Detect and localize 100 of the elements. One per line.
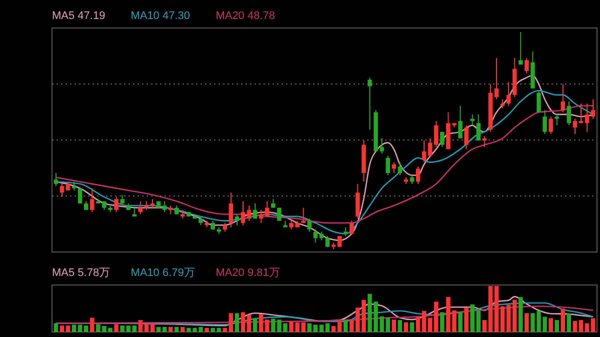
- candlestick: [572, 118, 578, 134]
- bar: [386, 318, 390, 332]
- bar: [482, 320, 487, 332]
- bar: [60, 326, 64, 332]
- candlestick: [440, 131, 444, 148]
- bar: [234, 313, 240, 332]
- candlestick: [566, 100, 572, 126]
- bar: [150, 324, 155, 332]
- text: MA10 6.79万: [130, 267, 195, 279]
- bar: [240, 312, 246, 332]
- bar: [84, 326, 88, 332]
- bar: [578, 320, 584, 332]
- candlestick: [120, 194, 124, 206]
- bar: [138, 320, 143, 332]
- bar: [180, 326, 185, 332]
- candlestick: [476, 114, 481, 141]
- candlestick: [54, 172, 58, 187]
- candlestick: [60, 183, 64, 198]
- text: MA5 47.19: [52, 10, 106, 22]
- candlestick: [246, 205, 252, 222]
- bar: [488, 286, 493, 332]
- bar: [72, 324, 76, 332]
- text: MA20 48.78: [216, 10, 276, 22]
- candlestick: [506, 81, 511, 106]
- candlestick: [234, 214, 240, 226]
- candlestick: [434, 120, 438, 148]
- candlestick: [518, 32, 523, 66]
- bar: [506, 304, 511, 332]
- candlestick: [464, 124, 468, 150]
- bar: [162, 326, 167, 332]
- candlestick: [494, 58, 499, 100]
- bar: [458, 312, 462, 332]
- bar: [470, 304, 474, 332]
- bar: [132, 326, 136, 332]
- candlestick: [313, 228, 318, 243]
- bar: [325, 323, 330, 332]
- candlestick: [368, 77, 372, 130]
- bar: [476, 310, 481, 332]
- bar: [566, 314, 572, 332]
- candlestick: [416, 166, 420, 184]
- bar: [572, 320, 578, 332]
- candlestick: [428, 138, 432, 156]
- candlestick: [422, 140, 426, 163]
- bar: [404, 322, 408, 332]
- bar: [174, 326, 179, 332]
- bar: [90, 318, 94, 332]
- candlestick: [590, 98, 596, 120]
- candlestick: [356, 183, 360, 220]
- bar: [114, 324, 118, 332]
- candlestick: [114, 196, 118, 213]
- bar: [512, 300, 517, 332]
- candlestick: [560, 84, 566, 113]
- text: MA20 9.81万: [216, 267, 280, 279]
- candlestick: [548, 116, 553, 134]
- candlestick: [536, 90, 541, 113]
- bar: [216, 328, 221, 332]
- bar: [548, 318, 553, 332]
- bar: [246, 314, 252, 332]
- bar: [156, 326, 161, 332]
- candlestick: [386, 155, 390, 176]
- bar: [204, 328, 209, 332]
- bar: [428, 318, 432, 332]
- candlestick: [252, 202, 258, 220]
- candlestick: [524, 58, 529, 74]
- bar: [222, 328, 228, 332]
- candlestick: [307, 218, 312, 232]
- bar: [464, 308, 468, 332]
- bar: [331, 326, 336, 332]
- bar: [228, 313, 234, 332]
- bar: [265, 320, 270, 332]
- candlestick: [162, 200, 167, 213]
- bar: [66, 326, 70, 332]
- bar: [410, 322, 414, 332]
- bar: [560, 308, 566, 332]
- bar: [301, 322, 306, 332]
- bar: [500, 306, 505, 332]
- bar: [54, 323, 58, 332]
- candlestick: [228, 192, 234, 228]
- bar: [313, 324, 318, 332]
- bar: [307, 323, 312, 332]
- bar: [78, 324, 82, 332]
- bar: [440, 312, 444, 332]
- candlestick: [584, 103, 590, 132]
- candlestick: [398, 162, 402, 176]
- text: MA10 47.30: [130, 10, 190, 22]
- bar: [416, 316, 420, 332]
- bar: [168, 326, 173, 332]
- bar: [392, 320, 396, 332]
- candlestick: [277, 207, 282, 222]
- bar: [398, 320, 402, 332]
- candlestick: [350, 220, 354, 234]
- candlestick: [554, 114, 559, 126]
- candlestick: [265, 200, 270, 217]
- bar: [554, 320, 559, 332]
- bar: [524, 313, 529, 332]
- bar: [518, 297, 523, 332]
- candlestick: [78, 188, 82, 204]
- bar: [584, 323, 590, 332]
- candlestick: [542, 110, 547, 134]
- bar: [337, 320, 342, 332]
